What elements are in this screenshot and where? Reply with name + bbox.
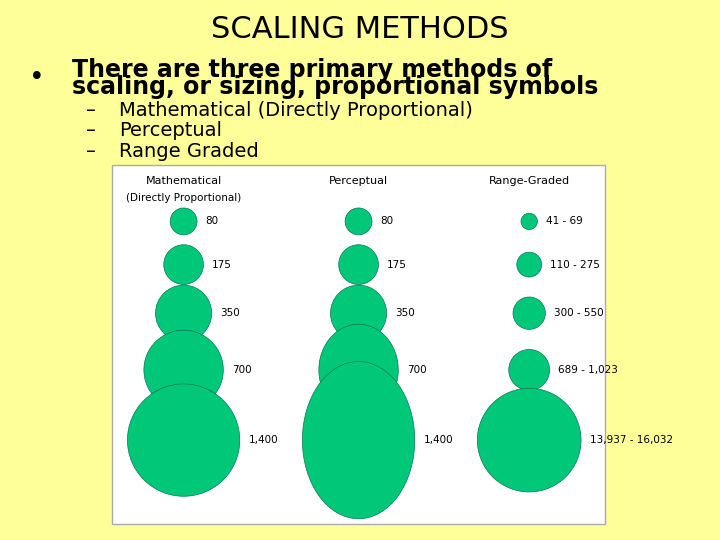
Text: scaling, or sizing, proportional symbols: scaling, or sizing, proportional symbols [72,76,598,99]
Text: There are three primary methods of: There are three primary methods of [72,58,552,82]
Ellipse shape [170,208,197,235]
Ellipse shape [163,245,204,285]
Text: (Directly Proportional): (Directly Proportional) [126,193,241,203]
Text: 1,400: 1,400 [248,435,278,445]
Ellipse shape [521,213,537,230]
Text: SCALING METHODS: SCALING METHODS [211,15,509,44]
Text: –: – [86,101,96,120]
Text: 13,937 - 16,032: 13,937 - 16,032 [590,435,672,445]
Ellipse shape [127,384,240,496]
Text: 350: 350 [395,308,415,318]
Text: Mathematical: Mathematical [145,176,222,186]
Text: 689 - 1,023: 689 - 1,023 [558,365,618,375]
Text: 300 - 550: 300 - 550 [554,308,603,318]
Ellipse shape [477,388,581,492]
Ellipse shape [509,349,549,390]
Text: Range Graded: Range Graded [119,141,258,161]
Ellipse shape [156,285,212,341]
Ellipse shape [338,245,379,285]
Ellipse shape [144,330,223,410]
Text: 41 - 69: 41 - 69 [546,217,582,226]
Ellipse shape [330,285,387,341]
Text: 110 - 275: 110 - 275 [550,260,600,269]
Ellipse shape [513,297,545,329]
Text: Range-Graded: Range-Graded [489,176,570,186]
Ellipse shape [345,208,372,235]
Text: 350: 350 [220,308,240,318]
Text: Perceptual: Perceptual [119,121,222,140]
Text: 175: 175 [212,260,232,269]
Text: Perceptual: Perceptual [329,176,388,186]
Text: 700: 700 [407,365,426,375]
Text: •: • [29,65,45,91]
Text: Mathematical (Directly Proportional): Mathematical (Directly Proportional) [119,101,472,120]
Ellipse shape [302,361,415,519]
Ellipse shape [319,324,398,416]
Text: 700: 700 [232,365,251,375]
Text: –: – [86,121,96,140]
Text: 1,400: 1,400 [423,435,453,445]
Text: 175: 175 [387,260,407,269]
Text: 80: 80 [206,217,219,226]
Text: –: – [86,141,96,161]
FancyBboxPatch shape [112,165,605,524]
Text: 80: 80 [381,217,394,226]
Ellipse shape [517,252,541,277]
